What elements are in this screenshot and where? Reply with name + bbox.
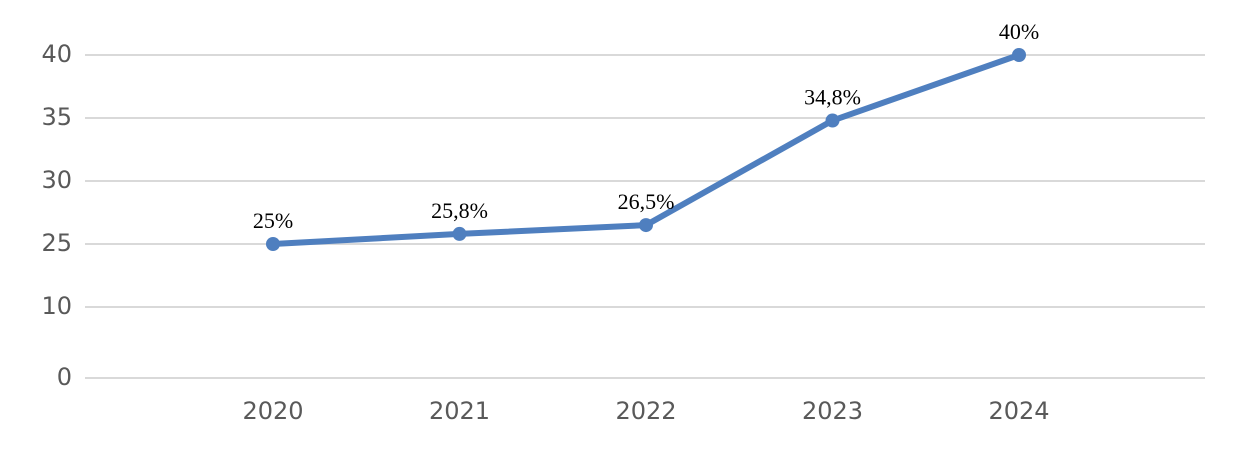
data-point: [825, 113, 840, 128]
y-tick-label: 40: [41, 40, 72, 68]
y-tick-label: 25: [41, 229, 72, 257]
x-tick-label: 2023: [802, 397, 863, 425]
y-tick-label: 35: [41, 103, 72, 131]
data-point: [1012, 48, 1026, 62]
data-label: 26,5%: [618, 189, 675, 214]
data-point: [266, 237, 280, 251]
y-tick-label: 30: [41, 166, 72, 194]
data-label: 34,8%: [804, 85, 861, 110]
data-point: [639, 218, 653, 233]
data-label: 25,8%: [431, 198, 488, 223]
x-tick-label: 2022: [615, 397, 676, 425]
data-point: [452, 226, 467, 241]
y-tick-label: 10: [41, 292, 72, 320]
x-tick-label: 2024: [988, 397, 1049, 425]
y-tick-label: 0: [57, 363, 72, 391]
x-tick-label: 2020: [242, 397, 303, 425]
series-line: [272, 52, 1020, 247]
x-tick-label: 2021: [429, 397, 490, 425]
data-label: 40%: [999, 19, 1039, 44]
data-label: 25%: [253, 208, 293, 233]
